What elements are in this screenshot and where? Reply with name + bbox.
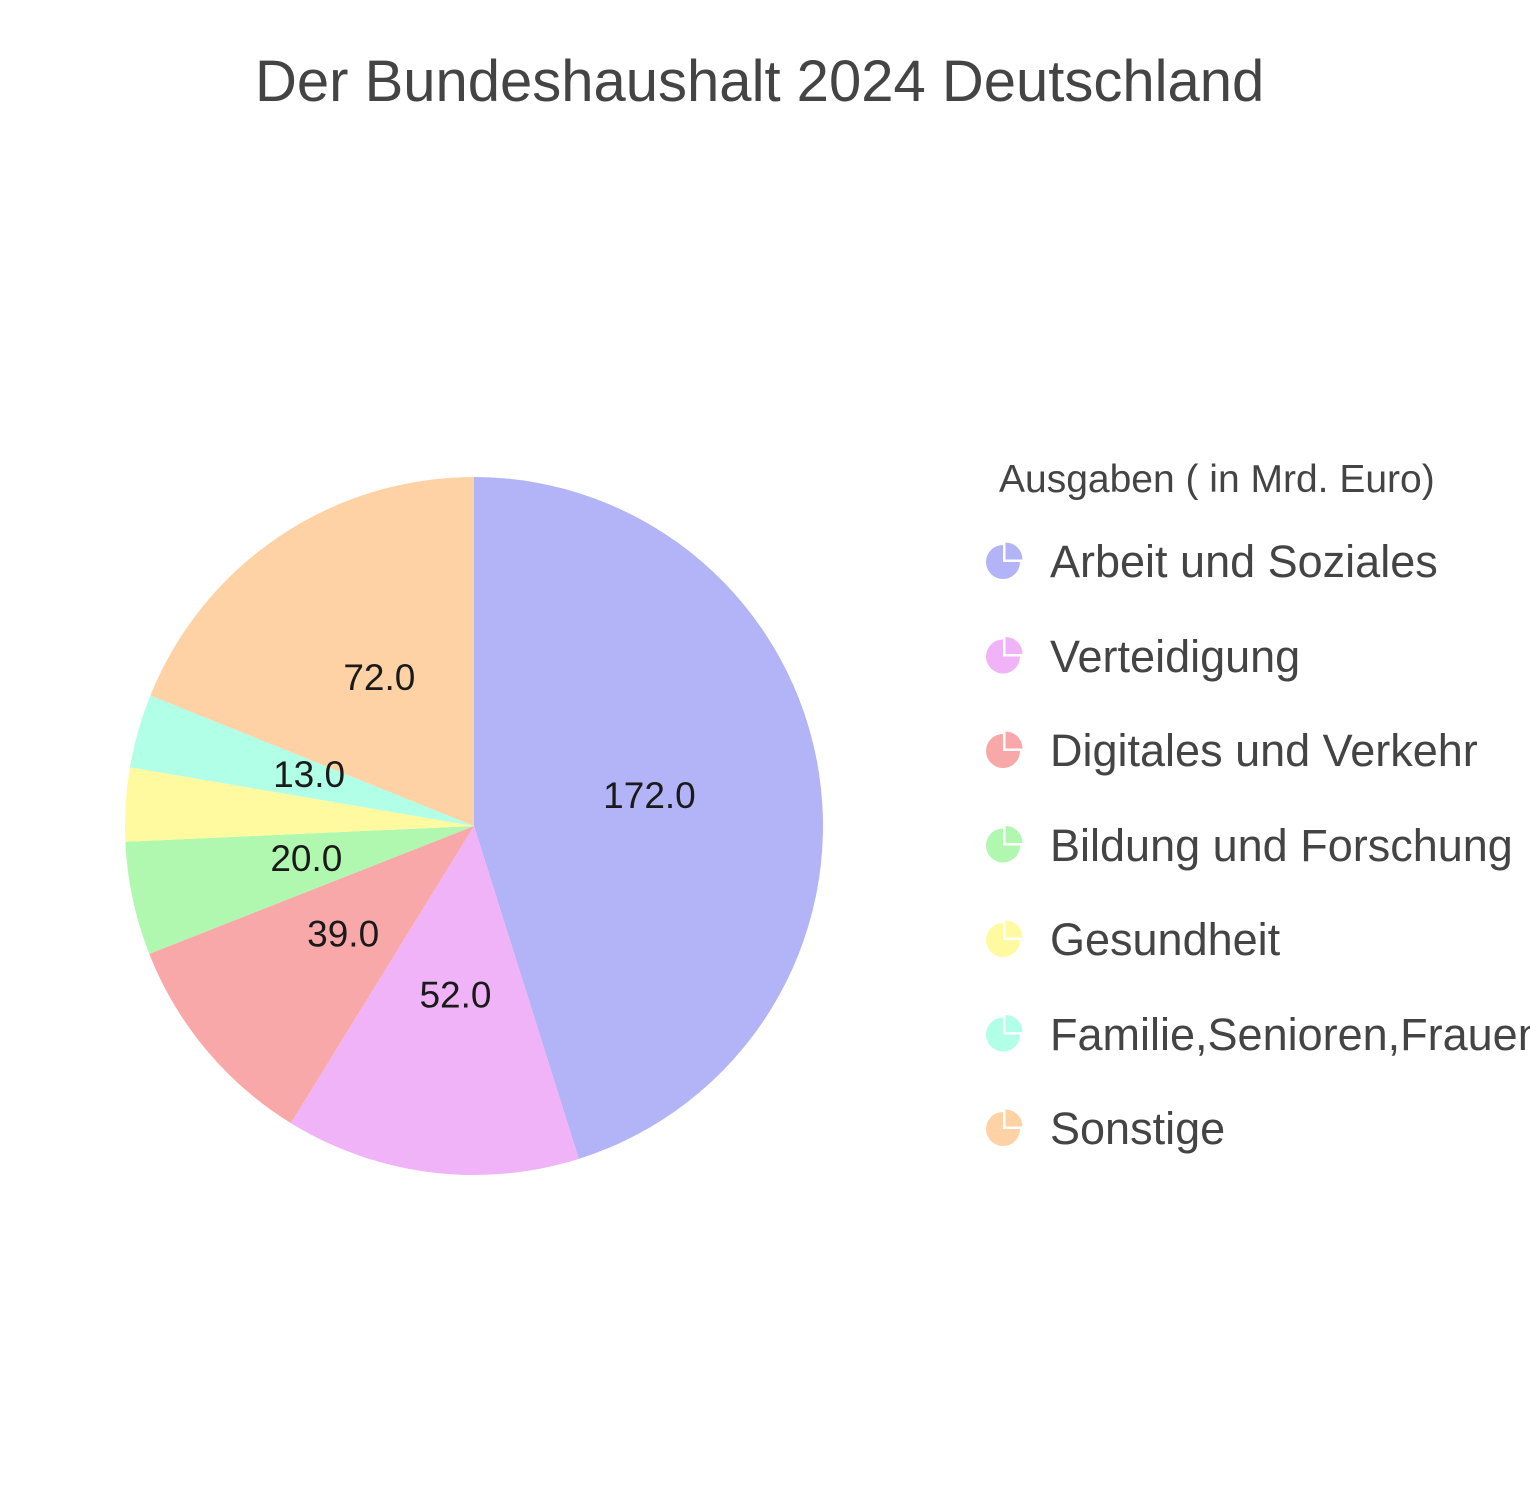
svg-text:72.0: 72.0: [343, 657, 415, 698]
svg-text:39.0: 39.0: [307, 913, 379, 954]
svg-text:20.0: 20.0: [270, 838, 342, 879]
svg-text:52.0: 52.0: [419, 975, 491, 1016]
svg-text:13.0: 13.0: [273, 754, 345, 795]
svg-text:172.0: 172.0: [603, 775, 696, 816]
